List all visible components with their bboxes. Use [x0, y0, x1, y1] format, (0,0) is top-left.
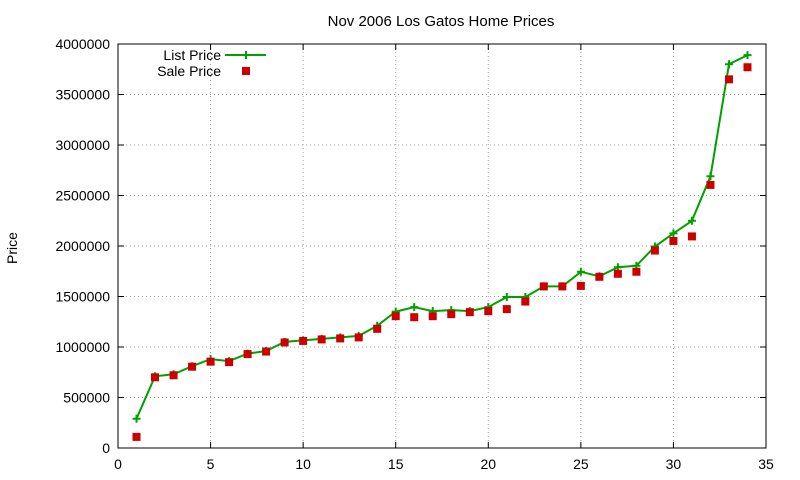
grid [118, 44, 766, 448]
list-price-line [135, 54, 748, 420]
sale-price-point [299, 336, 308, 345]
list-price-point [576, 267, 585, 276]
sale-price-point [262, 347, 271, 356]
sale-price-point [280, 338, 289, 347]
sale-price-point [225, 358, 234, 367]
sale-price-point [687, 232, 696, 241]
sale-price-point [188, 362, 197, 371]
x-tick-label: 10 [295, 456, 311, 472]
sale-price-point [336, 334, 345, 343]
list-price-point [706, 172, 715, 181]
x-tick-label: 35 [758, 456, 774, 472]
x-tick-label: 20 [480, 456, 496, 472]
sale-price-point [206, 357, 215, 366]
legend-label: List Price [163, 47, 221, 63]
list-price-point [687, 216, 696, 225]
sale-price-point [169, 371, 178, 380]
sale-price-point [151, 373, 160, 382]
y-tick-label: 3500000 [55, 87, 110, 103]
sale-price-point [373, 324, 382, 333]
x-tick-label: 15 [388, 456, 404, 472]
y-tick-label: 2500000 [55, 188, 110, 204]
sale-price-point [632, 267, 641, 276]
x-tick-label: 0 [114, 456, 122, 472]
axis-ticks: 0 500000 1000000 1500000 2000000 2500000 30000… [55, 36, 774, 472]
plot-frame [117, 43, 767, 449]
y-tick-label: 0 [102, 440, 110, 456]
y-tick-label: 1000000 [55, 339, 110, 355]
y-tick-label: 500000 [63, 390, 110, 406]
sale-price-point [724, 75, 733, 84]
list-price-point [410, 303, 419, 312]
list-price-point [724, 60, 733, 69]
x-tick-label: 5 [207, 456, 215, 472]
sale-price-point [669, 236, 678, 245]
sale-price-point [132, 432, 141, 441]
sale-price-point [521, 297, 530, 306]
y-axis-label: Price [4, 232, 20, 264]
legend-plus-swatch [242, 51, 250, 59]
sale-price-point [650, 246, 659, 255]
sale-price-point [354, 333, 363, 342]
sale-price-point [243, 350, 252, 359]
y-tick-label: 3000000 [55, 137, 110, 153]
y-tick-label: 4000000 [55, 36, 110, 52]
sale-price-point [447, 310, 456, 319]
list-price-point [502, 293, 511, 302]
sale-price-point [502, 305, 511, 314]
series-layer [132, 51, 752, 441]
list-price-point [669, 229, 678, 238]
sale-price-point [391, 312, 400, 321]
sale-price-point [558, 282, 567, 291]
sale-price-point [465, 308, 474, 317]
y-tick-label: 2000000 [55, 238, 110, 254]
sale-price-point [317, 335, 326, 344]
chart-title: Nov 2006 Los Gatos Home Prices [328, 13, 555, 30]
list-price-point [132, 414, 141, 423]
sale-price-point [613, 269, 622, 278]
sale-price-point [539, 282, 548, 291]
sale-price-point [484, 307, 493, 316]
sale-price-point [576, 281, 585, 290]
y-tick-label: 1500000 [55, 289, 110, 305]
sale-price-point [595, 272, 604, 281]
sale-price-point [706, 180, 715, 189]
legend-square-swatch [242, 67, 250, 75]
x-tick-label: 25 [573, 456, 589, 472]
sale-price-point [428, 312, 437, 321]
legend-label: Sale Price [157, 63, 221, 79]
sale-price-point [743, 63, 752, 72]
x-tick-label: 30 [666, 456, 682, 472]
list-price-point [743, 51, 752, 60]
sale-price-point [410, 313, 419, 322]
